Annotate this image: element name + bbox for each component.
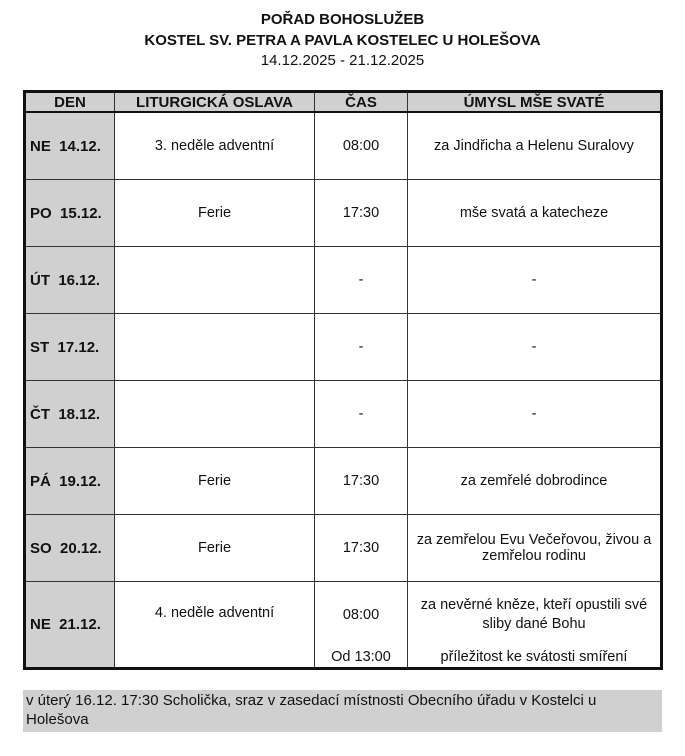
time-cell: -: [314, 380, 408, 448]
feast-cell: [114, 380, 315, 448]
feast-cell: [114, 246, 315, 314]
table-row: ST 17.12. - -: [24, 313, 662, 381]
day-cell: PO 15.12.: [24, 179, 115, 247]
col-intention: ÚMYSL MŠE SVATÉ: [407, 91, 662, 113]
table-row: SO 20.12. Ferie 17:30 za zemřelou Evu Večeř…: [24, 514, 662, 582]
feast-cell: 4. neděle adventní: [114, 581, 315, 669]
page-title: POŘAD BOHOSLUŽEB: [260, 11, 425, 28]
time-cell: 17:30: [314, 179, 408, 247]
intention-cell: mše svatá a katecheze: [407, 179, 662, 247]
day-cell: ÚT 16.12.: [24, 246, 115, 314]
feast-cell: 3. neděle adventní: [114, 111, 315, 180]
header-row: DEN LITURGICKÁ OSLAVA ČAS ÚMYSL MŠE SVAT…: [24, 91, 662, 113]
day-cell: ST 17.12.: [24, 313, 115, 381]
time-cell: 08:00: [314, 111, 408, 180]
table-row: NE 14.12. 3. neděle adventní 08:00 za Jindř…: [24, 111, 662, 180]
table-row: PO 15.12. Ferie 17:30 mše svatá a katecheze: [24, 179, 662, 247]
feast-cell: Ferie: [114, 179, 315, 247]
note-box: v úterý 16.12. 17:30 Scholička, sraz v z…: [23, 690, 662, 732]
day-cell: NE 21.12.: [24, 581, 115, 669]
intention-cell: za zemřelou Evu Večeřovou, živou a zemře…: [407, 514, 662, 582]
time-text: 08:00: [342, 607, 380, 623]
intention2-text: příležitost ke svátosti smíření: [440, 649, 628, 665]
feast-text: 4. neděle adventní: [154, 605, 275, 621]
day-cell: PÁ 19.12.: [24, 447, 115, 515]
table-row: PÁ 19.12. Ferie 17:30 za zemřelé dobrodince: [24, 447, 662, 515]
table-row: ČT 18.12. - -: [24, 380, 662, 448]
day-cell: SO 20.12.: [24, 514, 115, 582]
table-row: ÚT 16.12. - -: [24, 246, 662, 314]
col-time: ČAS: [314, 91, 408, 113]
intention-cell: -: [407, 246, 662, 314]
intention-cell: za nevěrné kněze, kteří opustili své sli…: [407, 581, 662, 669]
feast-cell: Ferie: [114, 514, 315, 582]
intention-cell: -: [407, 380, 662, 448]
time-cell: -: [314, 313, 408, 381]
intention-cell: za Jindřicha a Helenu Suralovy: [407, 111, 662, 180]
intention-text: za nevěrné kněze, kteří opustili své sli…: [420, 597, 648, 632]
intention-cell: za zemřelé dobrodince: [407, 447, 662, 515]
time-cell: 17:30: [314, 447, 408, 515]
day-cell: NE 14.12.: [24, 111, 115, 180]
feast-cell: [114, 313, 315, 381]
time-cell: 08:00 Od 13:00: [314, 581, 408, 669]
table-row: NE 21.12. 4. neděle adventní 08:00 Od 13:…: [24, 581, 662, 669]
date-range: 14.12.2025 - 21.12.2025: [260, 52, 425, 69]
time2-text: Od 13:00: [331, 649, 391, 665]
schedule-table: DEN LITURGICKÁ OSLAVA ČAS ÚMYSL MŠE SVAT…: [23, 90, 663, 670]
church-name: KOSTEL SV. PETRA A PAVLA KOSTELEC U HOLE…: [144, 32, 541, 49]
feast-cell: Ferie: [114, 447, 315, 515]
day-cell: ČT 18.12.: [24, 380, 115, 448]
col-feast: LITURGICKÁ OSLAVA: [114, 91, 315, 113]
intention-cell: -: [407, 313, 662, 381]
col-day: DEN: [24, 91, 115, 113]
time-cell: 17:30: [314, 514, 408, 582]
time-cell: -: [314, 246, 408, 314]
